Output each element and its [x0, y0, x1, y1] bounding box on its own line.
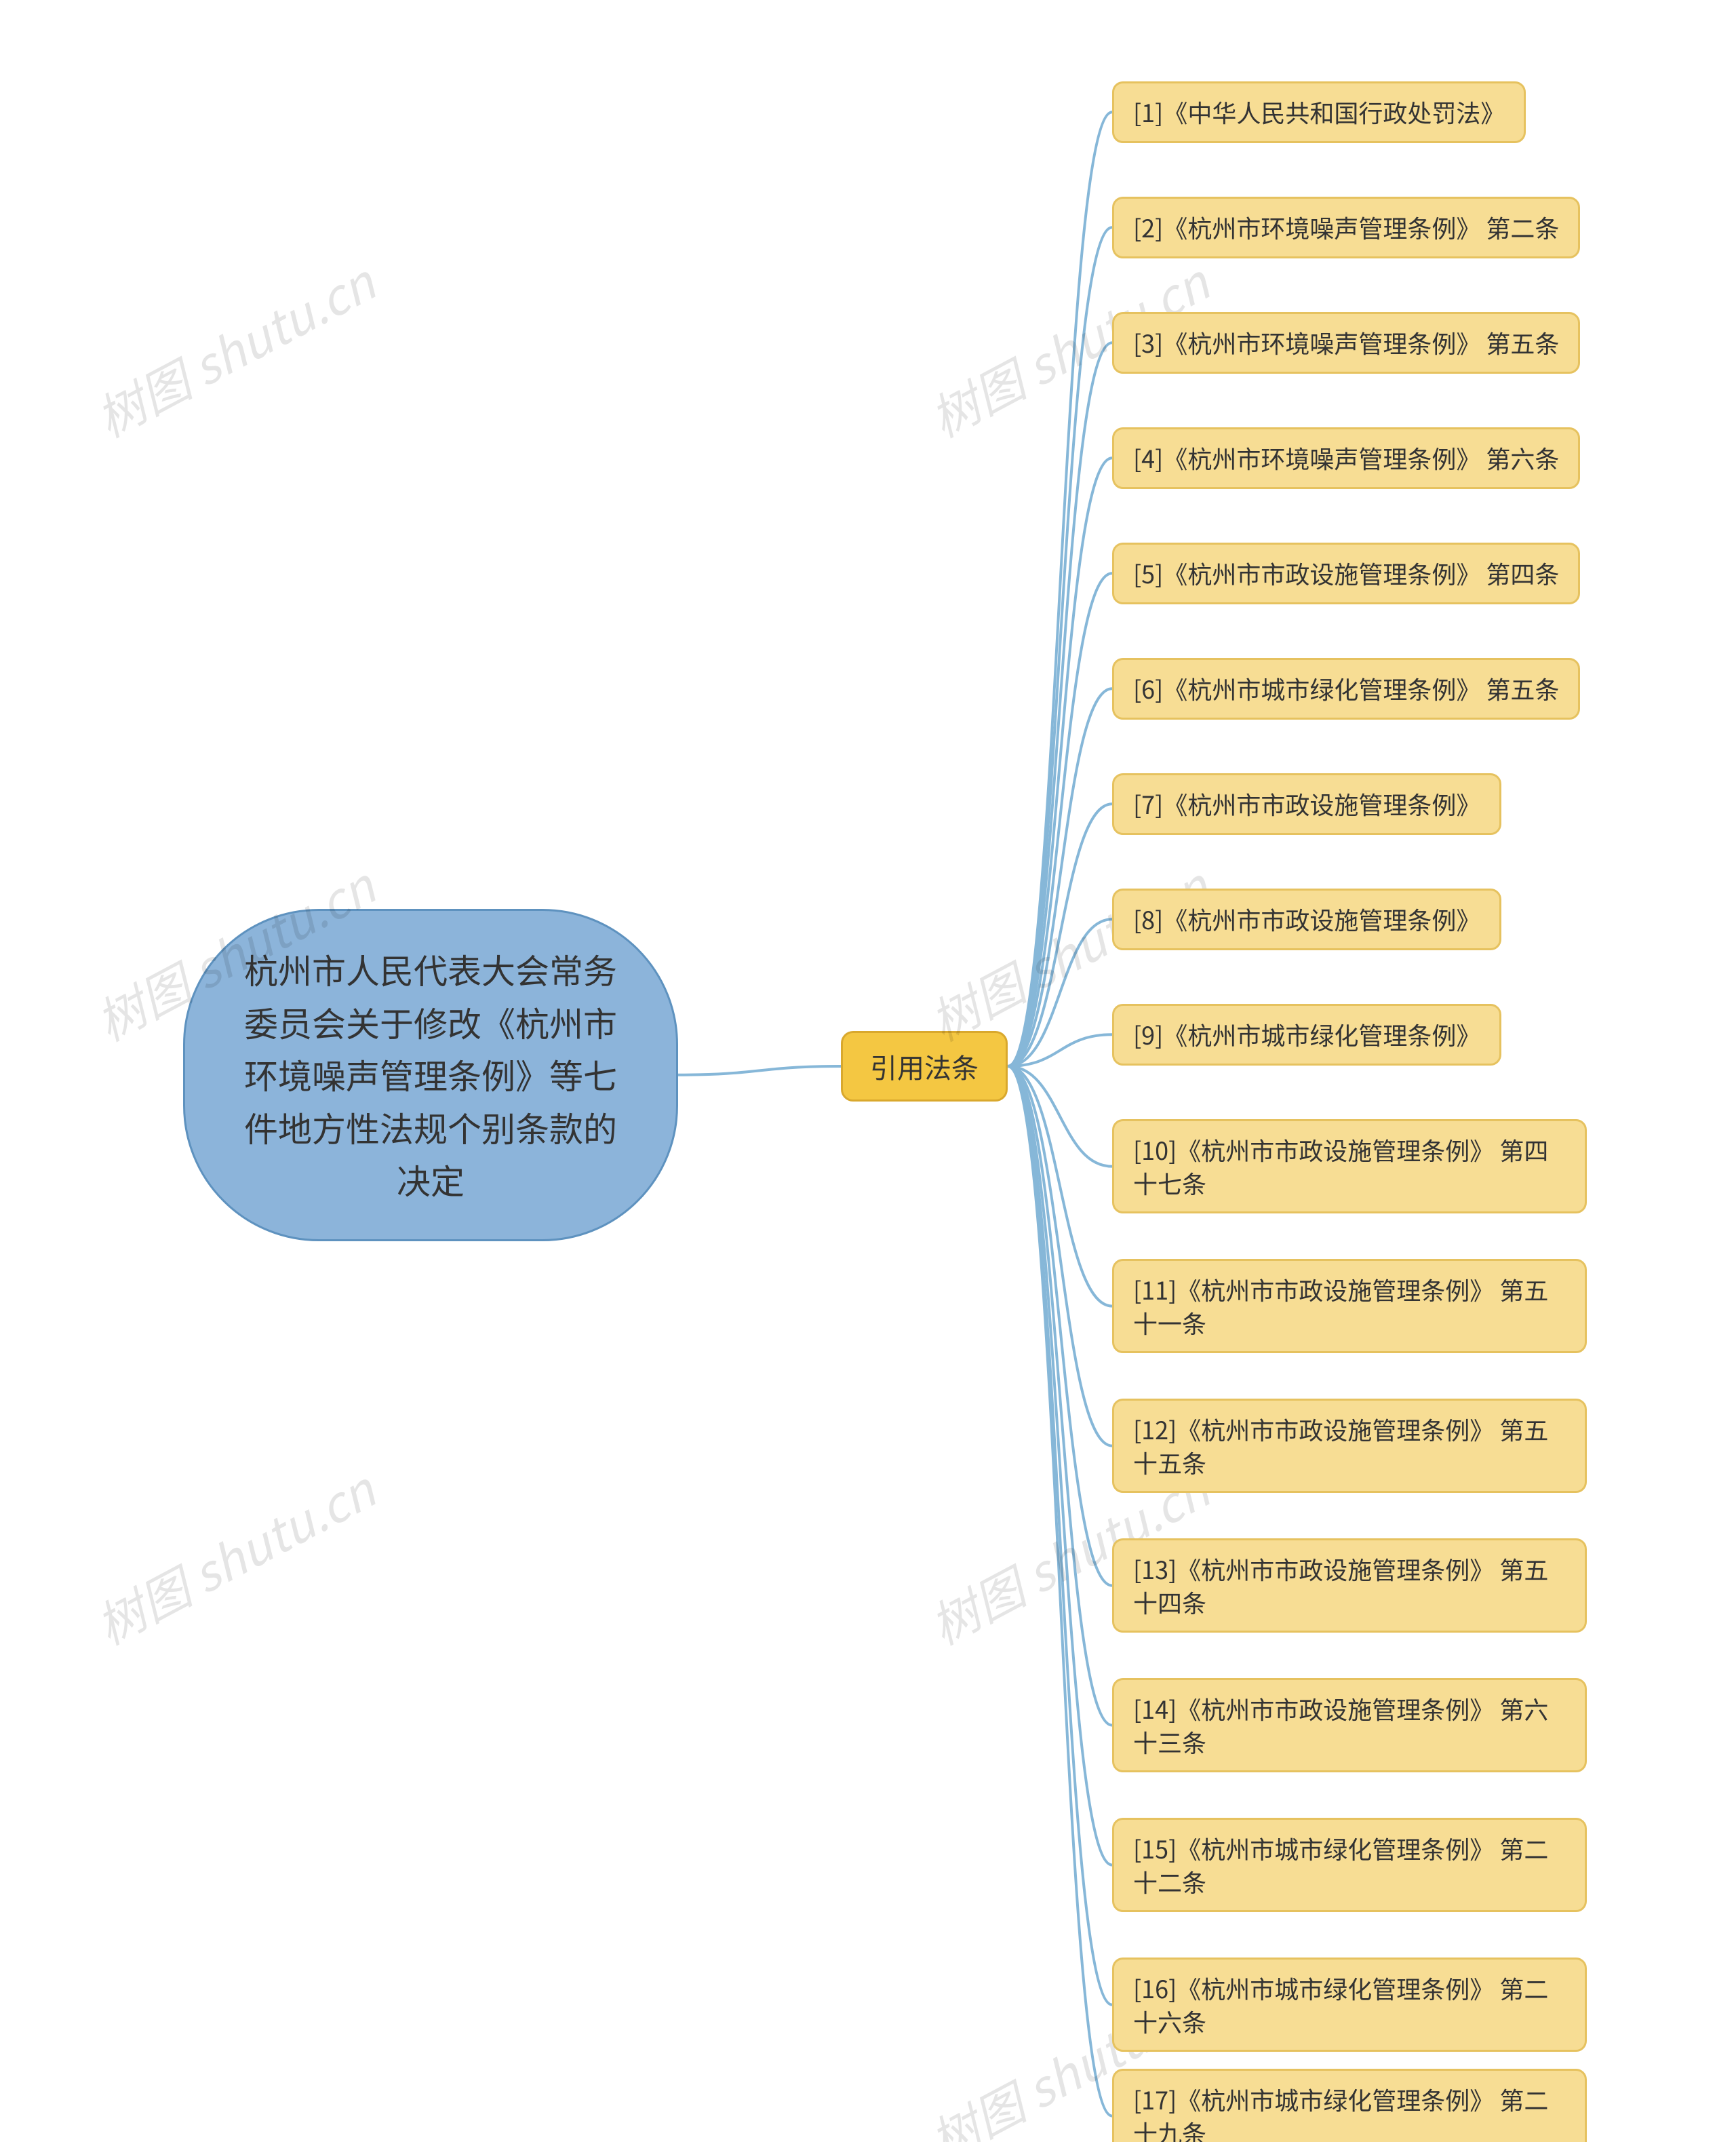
leaf-node[interactable]: [14]《杭州市市政设施管理条例》 第六十三条 — [1112, 1678, 1587, 1772]
leaf-node[interactable]: [13]《杭州市市政设施管理条例》 第五十四条 — [1112, 1538, 1587, 1633]
mid-node-citations[interactable]: 引用法条 — [841, 1031, 1008, 1102]
leaf-node[interactable]: [11]《杭州市市政设施管理条例》 第五十一条 — [1112, 1259, 1587, 1353]
leaf-node[interactable]: [16]《杭州市城市绿化管理条例》 第二十六条 — [1112, 1958, 1587, 2052]
leaf-node[interactable]: [12]《杭州市市政设施管理条例》 第五十五条 — [1112, 1399, 1587, 1493]
leaf-node[interactable]: [8]《杭州市市政设施管理条例》 — [1112, 889, 1501, 950]
mindmap-canvas: 杭州市人民代表大会常务委员会关于修改《杭州市环境噪声管理条例》等七件地方性法规个… — [0, 0, 1736, 2142]
leaf-node[interactable]: [15]《杭州市城市绿化管理条例》 第二十二条 — [1112, 1818, 1587, 1912]
leaf-node[interactable]: [3]《杭州市环境噪声管理条例》 第五条 — [1112, 312, 1580, 374]
root-node[interactable]: 杭州市人民代表大会常务委员会关于修改《杭州市环境噪声管理条例》等七件地方性法规个… — [183, 909, 678, 1241]
leaf-node[interactable]: [2]《杭州市环境噪声管理条例》 第二条 — [1112, 197, 1580, 258]
leaf-node[interactable]: [4]《杭州市环境噪声管理条例》 第六条 — [1112, 427, 1580, 489]
watermark: 树图 shutu.cn — [82, 1452, 386, 1658]
leaf-node[interactable]: [17]《杭州市城市绿化管理条例》 第二十九条 — [1112, 2069, 1587, 2142]
leaf-node[interactable]: [6]《杭州市城市绿化管理条例》 第五条 — [1112, 658, 1580, 720]
leaf-node[interactable]: [7]《杭州市市政设施管理条例》 — [1112, 773, 1501, 835]
leaf-node[interactable]: [10]《杭州市市政设施管理条例》 第四十七条 — [1112, 1119, 1587, 1213]
watermark: 树图 shutu.cn — [82, 244, 386, 451]
leaf-node[interactable]: [1]《中华人民共和国行政处罚法》 — [1112, 81, 1526, 143]
leaf-node[interactable]: [5]《杭州市市政设施管理条例》 第四条 — [1112, 543, 1580, 604]
leaf-node[interactable]: [9]《杭州市城市绿化管理条例》 — [1112, 1004, 1501, 1066]
